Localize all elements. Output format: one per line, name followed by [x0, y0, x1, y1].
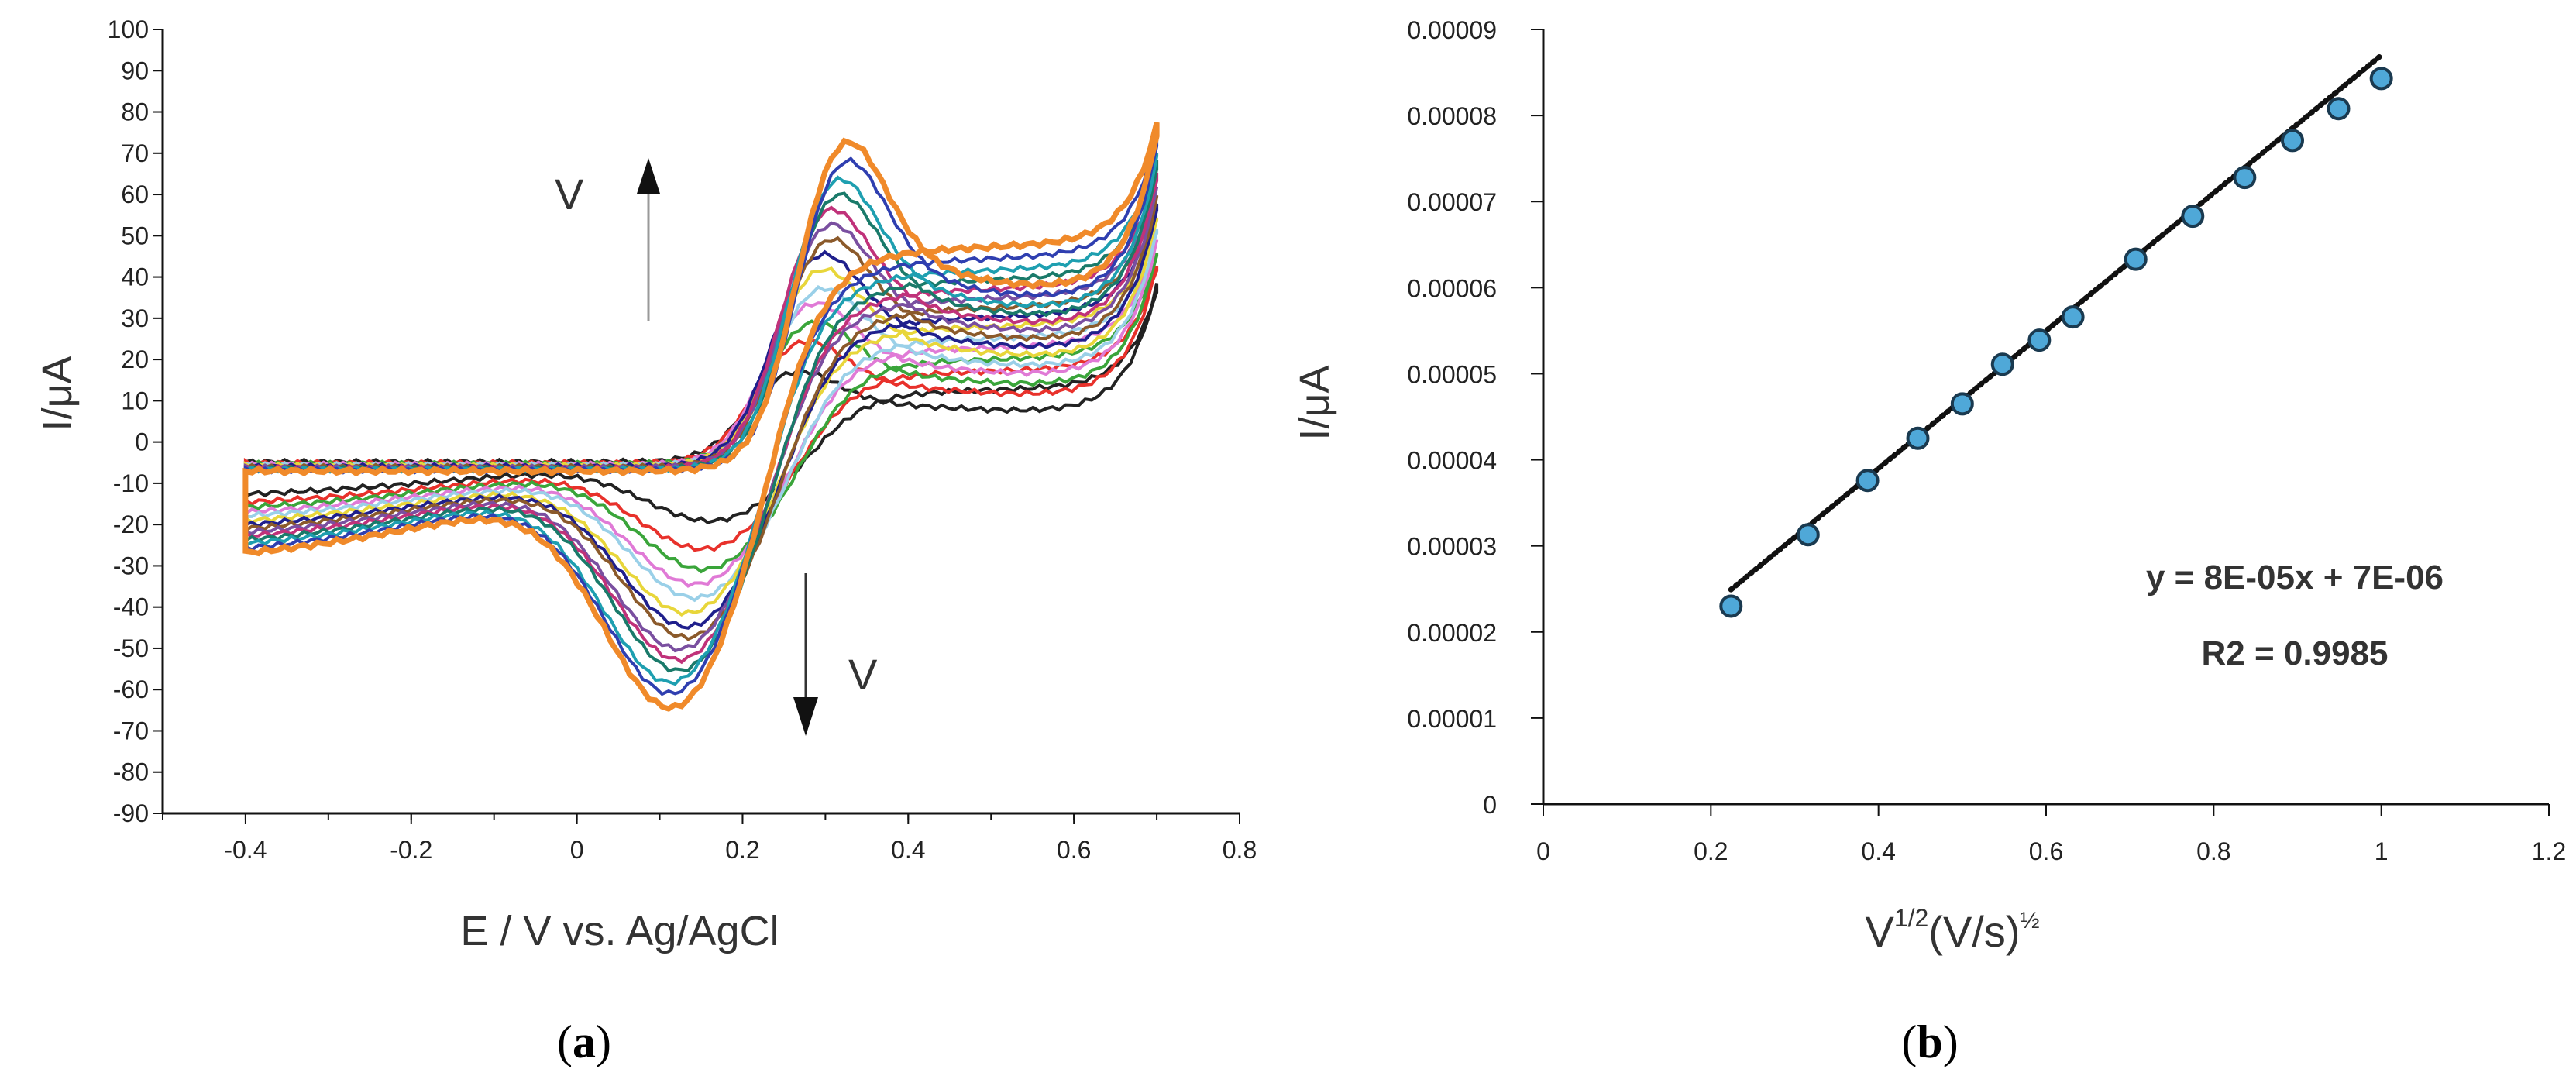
x-title-v: V — [1865, 907, 1894, 956]
data-point-13 — [2327, 97, 2351, 121]
linear-y-tick-label: 0.00004 — [1407, 447, 1497, 475]
data-point-12 — [2281, 129, 2305, 153]
cv-x-tick-label: 0.6 — [1057, 836, 1091, 864]
cv-curve-14 — [242, 122, 1160, 712]
cv-y-axis-title: I/μA — [34, 356, 81, 431]
cv-x-tick-label: -0.2 — [390, 836, 432, 864]
linear-x-tick-label: 1 — [2375, 837, 2389, 865]
cv-x-ticks: -0.4 -0.2 0 0.2 0.4 0.6 0.8 — [162, 813, 1257, 864]
panel-a-caption: (a) — [557, 1016, 611, 1067]
scan-rate-arrow-up: V — [555, 158, 660, 321]
cv-y-tick-label: 100 — [108, 15, 149, 43]
linear-y-axis-title: I/μA — [1291, 365, 1338, 440]
cv-curve-5 — [243, 228, 1159, 603]
x-title-half: ½ — [2021, 908, 2040, 933]
cv-x-tick-label: 0 — [570, 836, 584, 864]
linear-y-tick-label: 0.00007 — [1407, 188, 1497, 216]
annotation-v-up: V — [555, 170, 584, 218]
cv-y-tick-label: 30 — [121, 304, 149, 332]
linear-y-tick-label: 0.00002 — [1407, 619, 1497, 647]
linear-x-tick-label: 0.6 — [2029, 837, 2063, 865]
cv-curve-12 — [243, 152, 1159, 686]
cv-y-tick-label: 90 — [121, 57, 149, 84]
linear-x-tick-label: 0.8 — [2196, 837, 2230, 865]
data-point-2 — [1796, 523, 1820, 547]
cv-y-tick-label: 0 — [135, 428, 149, 456]
linear-x-tick-label: 1.2 — [2532, 837, 2566, 865]
data-point-5 — [1950, 392, 1974, 416]
cv-y-tick-label: 80 — [121, 98, 149, 126]
regression-equation: y = 8E-05x + 7E-06 — [2146, 559, 2444, 596]
cv-y-tick-label: 40 — [121, 263, 149, 291]
linear-y-tick-label: 0.00009 — [1407, 16, 1497, 44]
cv-y-tick-label: -50 — [113, 634, 149, 662]
cv-curves — [242, 122, 1160, 712]
data-point-7 — [2027, 328, 2052, 352]
arrow-down-head — [793, 697, 818, 736]
annotation-v-down: V — [848, 650, 878, 699]
data-point-6 — [1990, 352, 2014, 376]
cv-axes — [161, 29, 1240, 815]
scan-rate-arrow-down: V — [793, 573, 878, 736]
cv-x-tick-label: 0.4 — [891, 836, 925, 864]
cv-y-tick-label: 10 — [121, 387, 149, 414]
linear-x-axis-title: V1/2(V/s)½ — [1865, 904, 2039, 956]
cv-x-tick-label: -0.4 — [224, 836, 267, 864]
linear-x-tick-label: 0.4 — [1861, 837, 1895, 865]
cv-y-tick-label: -10 — [113, 469, 149, 497]
panel-b-caption: (b) — [1901, 1016, 1958, 1067]
linear-y-tick-label: 0.00003 — [1407, 533, 1497, 561]
cv-curve-1 — [243, 283, 1159, 524]
linear-x-tick-label: 0.2 — [1694, 837, 1728, 865]
arrow-up-head — [637, 158, 660, 194]
linear-x-tick-label: 0 — [1536, 837, 1550, 865]
panel-b-letter: b — [1917, 1016, 1942, 1067]
x-title-units: (V/s) — [1928, 907, 2020, 956]
cv-x-tick-label: 0.8 — [1223, 836, 1257, 864]
x-title-sup: 1/2 — [1894, 904, 1928, 932]
cv-y-tick-label: -70 — [113, 717, 149, 744]
cv-y-tick-label: 20 — [121, 345, 149, 373]
data-point-14 — [2369, 67, 2393, 91]
linear-fit-x-ticks: 0 0.2 0.4 0.6 0.8 1 1.2 — [1536, 804, 2566, 865]
cv-y-tick-label: -20 — [113, 510, 149, 538]
cv-x-axis-title: E / V vs. Ag/AgCl — [460, 908, 779, 954]
cv-y-tick-label: 70 — [121, 139, 149, 167]
data-point-4 — [1906, 426, 1930, 450]
regression-r2: R2 = 0.9985 — [2202, 634, 2389, 672]
linear-y-tick-label: 0.00008 — [1407, 102, 1497, 130]
linear-y-tick-label: 0.00006 — [1407, 274, 1497, 302]
data-points — [1719, 67, 2393, 618]
cv-y-tick-label: -30 — [113, 552, 149, 579]
cv-y-tick-label: 60 — [121, 180, 149, 208]
linear-fit-y-ticks: 0 0.00001 0.00002 0.00003 0.00004 0.00005 0.00… — [1407, 16, 1543, 819]
cv-y-tick-label: -40 — [113, 593, 149, 621]
panel-a: 1009080706050403020100-10-20-30-40-50-60… — [34, 15, 1257, 1067]
cv-y-tick-label: -60 — [113, 676, 149, 703]
data-point-11 — [2233, 166, 2257, 190]
linear-y-tick-label: 0.00001 — [1407, 705, 1497, 733]
data-point-10 — [2181, 205, 2205, 229]
regression-line-path — [1728, 52, 2385, 593]
data-point-3 — [1855, 469, 1880, 493]
regression-line — [1728, 52, 2385, 593]
cv-y-ticks: 1009080706050403020100-10-20-30-40-50-60… — [108, 15, 163, 827]
linear-y-tick-label: 0.00005 — [1407, 360, 1497, 388]
cv-y-tick-label: -90 — [113, 799, 149, 827]
cv-y-tick-label: -80 — [113, 758, 149, 786]
data-point-8 — [2061, 305, 2085, 329]
cv-x-tick-label: 0.2 — [725, 836, 759, 864]
linear-fit-axes — [1542, 29, 2549, 806]
panel-a-letter: a — [573, 1016, 596, 1067]
linear-y-tick-label: 0 — [1483, 791, 1497, 819]
cv-y-tick-label: 50 — [121, 222, 149, 249]
data-point-9 — [2124, 247, 2148, 271]
data-point-1 — [1719, 594, 1743, 618]
panel-b: 0 0.00001 0.00002 0.00003 0.00004 0.00005 0.00… — [1291, 16, 2566, 1067]
